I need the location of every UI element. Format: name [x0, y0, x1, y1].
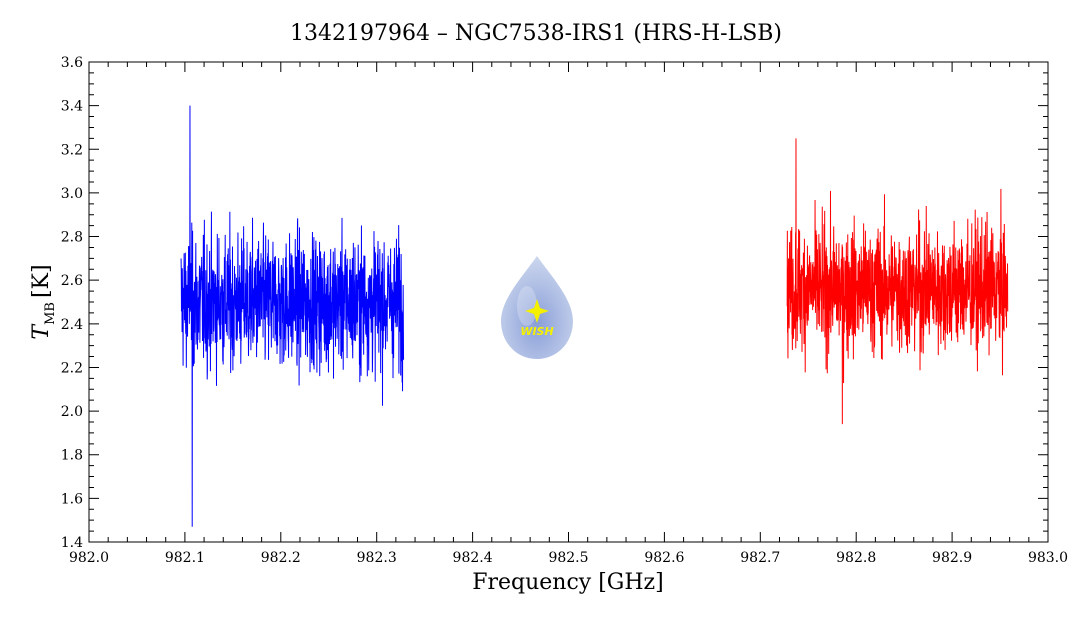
y-tick-label: 2.6 — [61, 273, 83, 289]
logo-text: WISH — [520, 325, 553, 338]
x-tick-label: 982.4 — [453, 550, 493, 566]
chart-title: 1342197964 – NGC7538-IRS1 (HRS-H-LSB) — [290, 21, 782, 46]
x-tick-label: 982.1 — [165, 550, 205, 566]
y-tick-label: 1.4 — [61, 535, 83, 551]
y-tick-label: 3.6 — [61, 55, 83, 71]
y-tick-label: 1.6 — [61, 491, 83, 507]
x-axis-label: Frequency [GHz] — [472, 570, 664, 595]
x-tick-label: 982.0 — [69, 550, 109, 566]
y-axis-label: TMB[K] — [29, 264, 58, 339]
y-tick-label: 1.8 — [61, 448, 83, 464]
spectrum-series-2 — [786, 138, 1009, 425]
x-tick-label: 982.3 — [357, 550, 397, 566]
y-tick-label: 3.2 — [61, 142, 83, 158]
y-tick-label: 2.4 — [61, 317, 83, 333]
star-icon — [525, 299, 549, 323]
axis-ticks — [88, 61, 1049, 543]
x-tick-label: 982.8 — [836, 550, 876, 566]
y-tick-label: 3.4 — [61, 99, 83, 115]
x-tick-label: 982.2 — [261, 550, 301, 566]
x-tick-label: 982.5 — [548, 550, 588, 566]
x-tick-label: 982.7 — [740, 550, 780, 566]
x-tick-label: 982.9 — [932, 550, 972, 566]
y-tick-label: 3.0 — [61, 186, 83, 202]
x-tick-label: 982.6 — [644, 550, 684, 566]
wish-logo: WISH — [501, 256, 573, 359]
y-tick-label: 2.0 — [61, 404, 83, 420]
x-tick-label: 983.0 — [1028, 550, 1068, 566]
y-tick-label: 2.8 — [61, 230, 83, 246]
y-tick-label: 2.2 — [61, 360, 83, 376]
spectrum-series-1 — [180, 105, 405, 527]
